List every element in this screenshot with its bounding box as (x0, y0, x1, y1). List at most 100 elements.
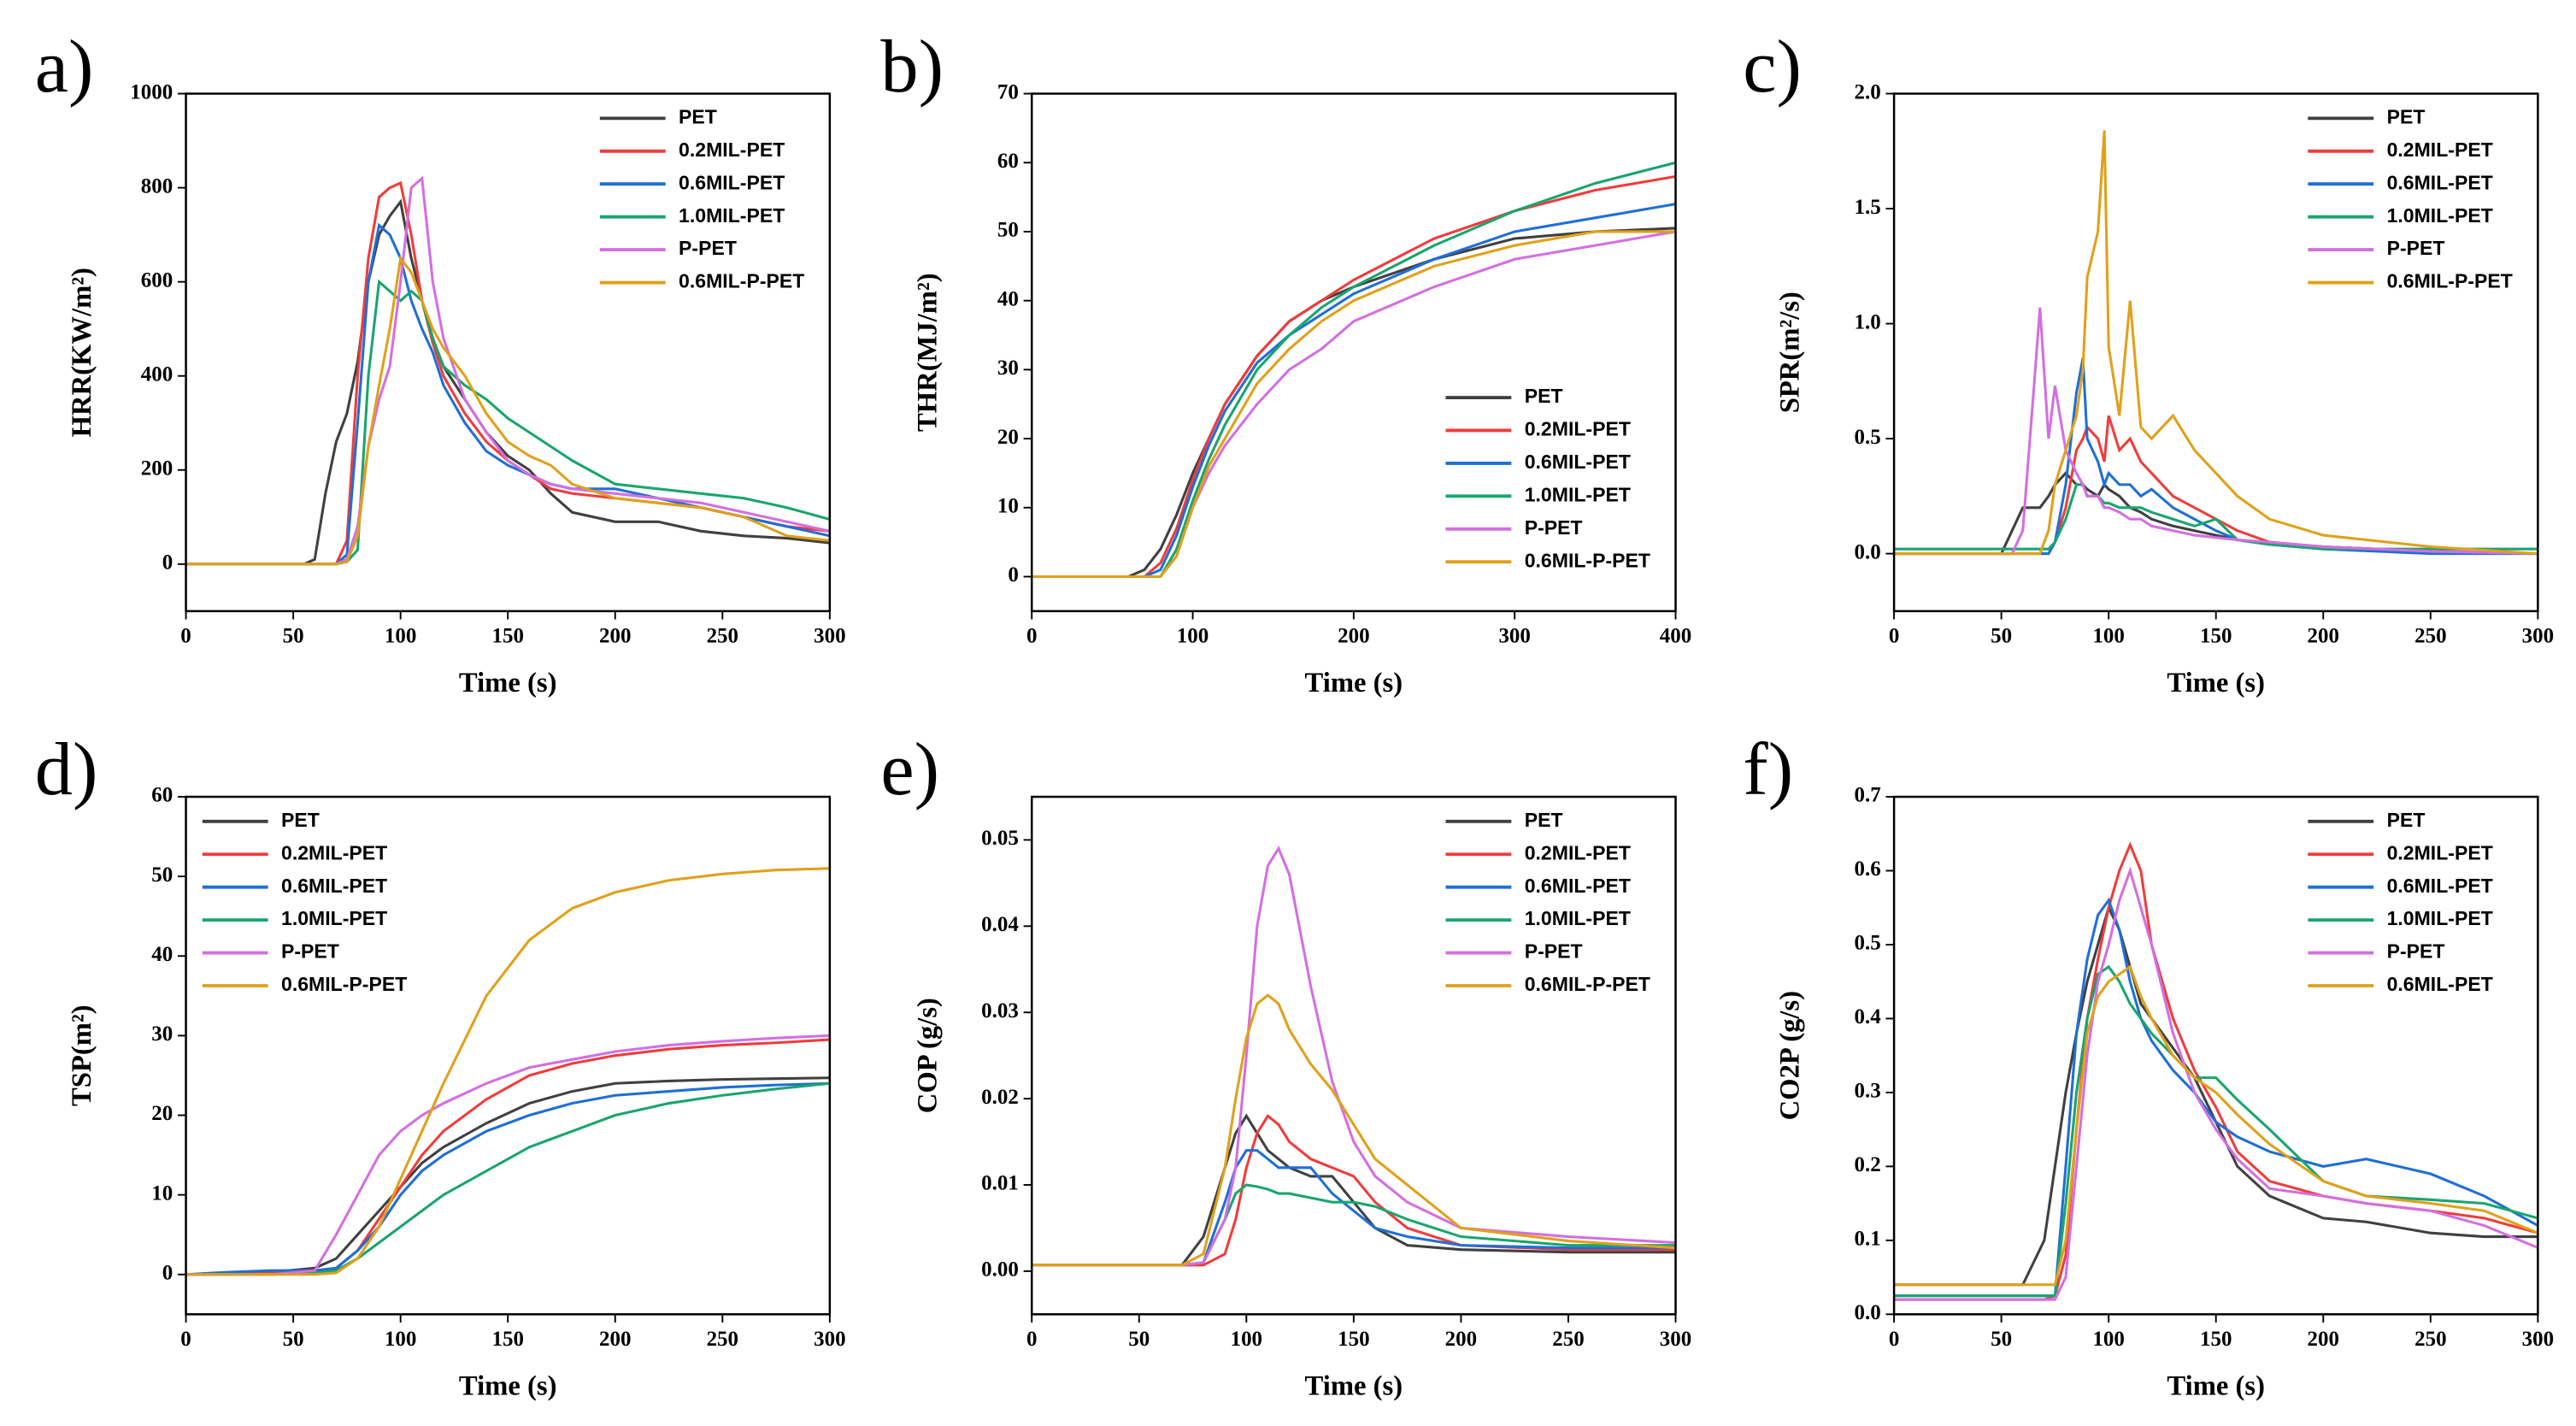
x-tick-label: 0 (1889, 624, 1899, 647)
y-axis-title: TSP(m²) (67, 1005, 97, 1106)
legend-label: P-PET (2387, 237, 2445, 259)
panel-label: c) (1743, 25, 1802, 109)
y-tick-label: 0.2 (1855, 1153, 1881, 1176)
y-tick-label: 40 (151, 943, 173, 966)
legend-label: 0.6MIL-PET (1525, 451, 1631, 473)
y-axis-title: CO2P (g/s) (1774, 991, 1805, 1120)
data-line (185, 1081, 830, 1276)
x-tick-label: 200 (599, 624, 631, 647)
legend-label: 0.6MIL-P-PET (679, 270, 804, 292)
y-tick-label: 10 (151, 1181, 173, 1205)
data-line (1032, 993, 1676, 1267)
y-tick-label: 10 (997, 495, 1019, 518)
data-line (1032, 174, 1676, 579)
data-line (1032, 230, 1676, 579)
y-tick-label: 0 (162, 551, 173, 575)
legend-label: PET (281, 809, 320, 831)
x-tick-label: 250 (707, 624, 738, 647)
legend-label: P-PET (679, 237, 737, 259)
data-line (1894, 307, 2538, 556)
y-tick-label: 0 (162, 1261, 173, 1284)
x-axis-title: Time (s) (2167, 1370, 2265, 1401)
y-tick-label: 0.00 (981, 1258, 1019, 1282)
data-line (1032, 1149, 1676, 1267)
legend-label: P-PET (1525, 516, 1583, 539)
y-tick-label: 20 (997, 426, 1019, 449)
data-line (1032, 161, 1676, 579)
legend-label: PET (679, 105, 717, 127)
legend-label: 1.0MIL-PET (1525, 483, 1631, 505)
legend-label: 0.6MIL-PET (2387, 875, 2493, 897)
y-axis-title: SPR(m²/s) (1774, 292, 1805, 413)
x-tick-label: 200 (2308, 624, 2339, 647)
y-tick-label: 0.04 (981, 913, 1019, 936)
y-tick-label: 30 (151, 1022, 173, 1046)
y-tick-label: 400 (141, 362, 173, 386)
x-tick-label: 150 (491, 624, 523, 647)
y-tick-label: 70 (997, 80, 1019, 103)
y-tick-label: 600 (141, 268, 173, 292)
legend-label: 0.6MIL-P-PET (1525, 549, 1650, 571)
panel-label: b) (880, 25, 944, 109)
y-tick-label: 0.0 (1855, 1301, 1881, 1324)
y-tick-label: 60 (151, 784, 173, 807)
x-tick-label: 250 (1552, 1328, 1584, 1351)
data-line (1032, 846, 1676, 1267)
panel-label: a) (35, 25, 94, 109)
x-axis-title: Time (s) (459, 668, 557, 698)
y-tick-label: 1.0 (1855, 310, 1881, 333)
legend-label: 0.6MIL-PET (1525, 875, 1631, 897)
x-axis-title: Time (s) (2167, 668, 2265, 698)
x-tick-label: 50 (283, 1328, 304, 1351)
x-tick-label: 200 (1338, 624, 1369, 647)
legend-label: 0.2MIL-PET (281, 841, 387, 863)
y-tick-label: 0.4 (1855, 1005, 1882, 1028)
y-tick-label: 0.05 (981, 827, 1019, 850)
legend-label: 0.2MIL-PET (1525, 841, 1631, 863)
y-tick-label: 800 (141, 174, 173, 197)
x-tick-label: 300 (2522, 1328, 2554, 1351)
data-line (185, 279, 830, 566)
legend-label: P-PET (2387, 940, 2445, 963)
x-tick-label: 300 (814, 624, 845, 647)
x-tick-label: 0 (1026, 1328, 1037, 1351)
y-tick-label: 0.6 (1855, 857, 1881, 881)
legend-label: PET (2387, 809, 2426, 831)
y-axis-title: THR(MJ/m²) (913, 273, 944, 432)
x-tick-label: 100 (385, 624, 416, 647)
panel-label: e) (880, 728, 939, 811)
y-tick-label: 60 (997, 150, 1019, 173)
y-tick-label: 0.7 (1855, 784, 1881, 807)
x-axis-title: Time (s) (1305, 1370, 1403, 1401)
panel: d) 0 50 100 150 200 250 300 0 10 20 30 40 50 60 Time (s… (35, 728, 846, 1401)
data-line (1032, 1113, 1676, 1267)
legend-label: 0.6MIL-PET (679, 171, 785, 193)
legend-label: 0.6MIL-P-PET (2387, 270, 2513, 292)
x-tick-label: 0 (180, 624, 191, 647)
legend-label: 0.2MIL-PET (2387, 138, 2493, 161)
y-tick-label: 0.1 (1855, 1228, 1881, 1251)
y-tick-label: 50 (997, 219, 1019, 242)
y-tick-label: 40 (997, 287, 1019, 310)
y-tick-label: 200 (141, 457, 173, 480)
legend-label: 1.0MIL-PET (2387, 907, 2493, 929)
data-line (1894, 904, 2538, 1287)
panel: f) 0 50 100 150 200 250 300 0.0 0.1 0.2 0.3 0.4 0.5 0.… (1743, 728, 2554, 1401)
y-tick-label: 2.0 (1855, 80, 1881, 103)
x-tick-label: 200 (599, 1328, 631, 1351)
y-tick-label: 0 (1008, 563, 1018, 586)
panel: a) 0 50 100 150 200 250 300 0 200 400 600 800 1000 Tim… (35, 25, 846, 698)
x-tick-label: 100 (1177, 624, 1209, 647)
x-tick-label: 150 (1338, 1328, 1369, 1351)
y-tick-label: 20 (151, 1102, 173, 1125)
x-tick-label: 250 (2414, 624, 2446, 647)
x-tick-label: 200 (2308, 1328, 2339, 1351)
x-tick-label: 100 (2092, 624, 2124, 647)
y-tick-label: 0.03 (981, 999, 1019, 1022)
legend-label: 0.6MIL-PET (2387, 973, 2493, 995)
x-tick-label: 50 (1991, 624, 2012, 647)
x-tick-label: 400 (1660, 624, 1691, 647)
legend-label: P-PET (281, 940, 339, 963)
y-axis-title: HRR(KW/m²) (67, 268, 97, 437)
x-tick-label: 0 (1889, 1328, 1899, 1351)
